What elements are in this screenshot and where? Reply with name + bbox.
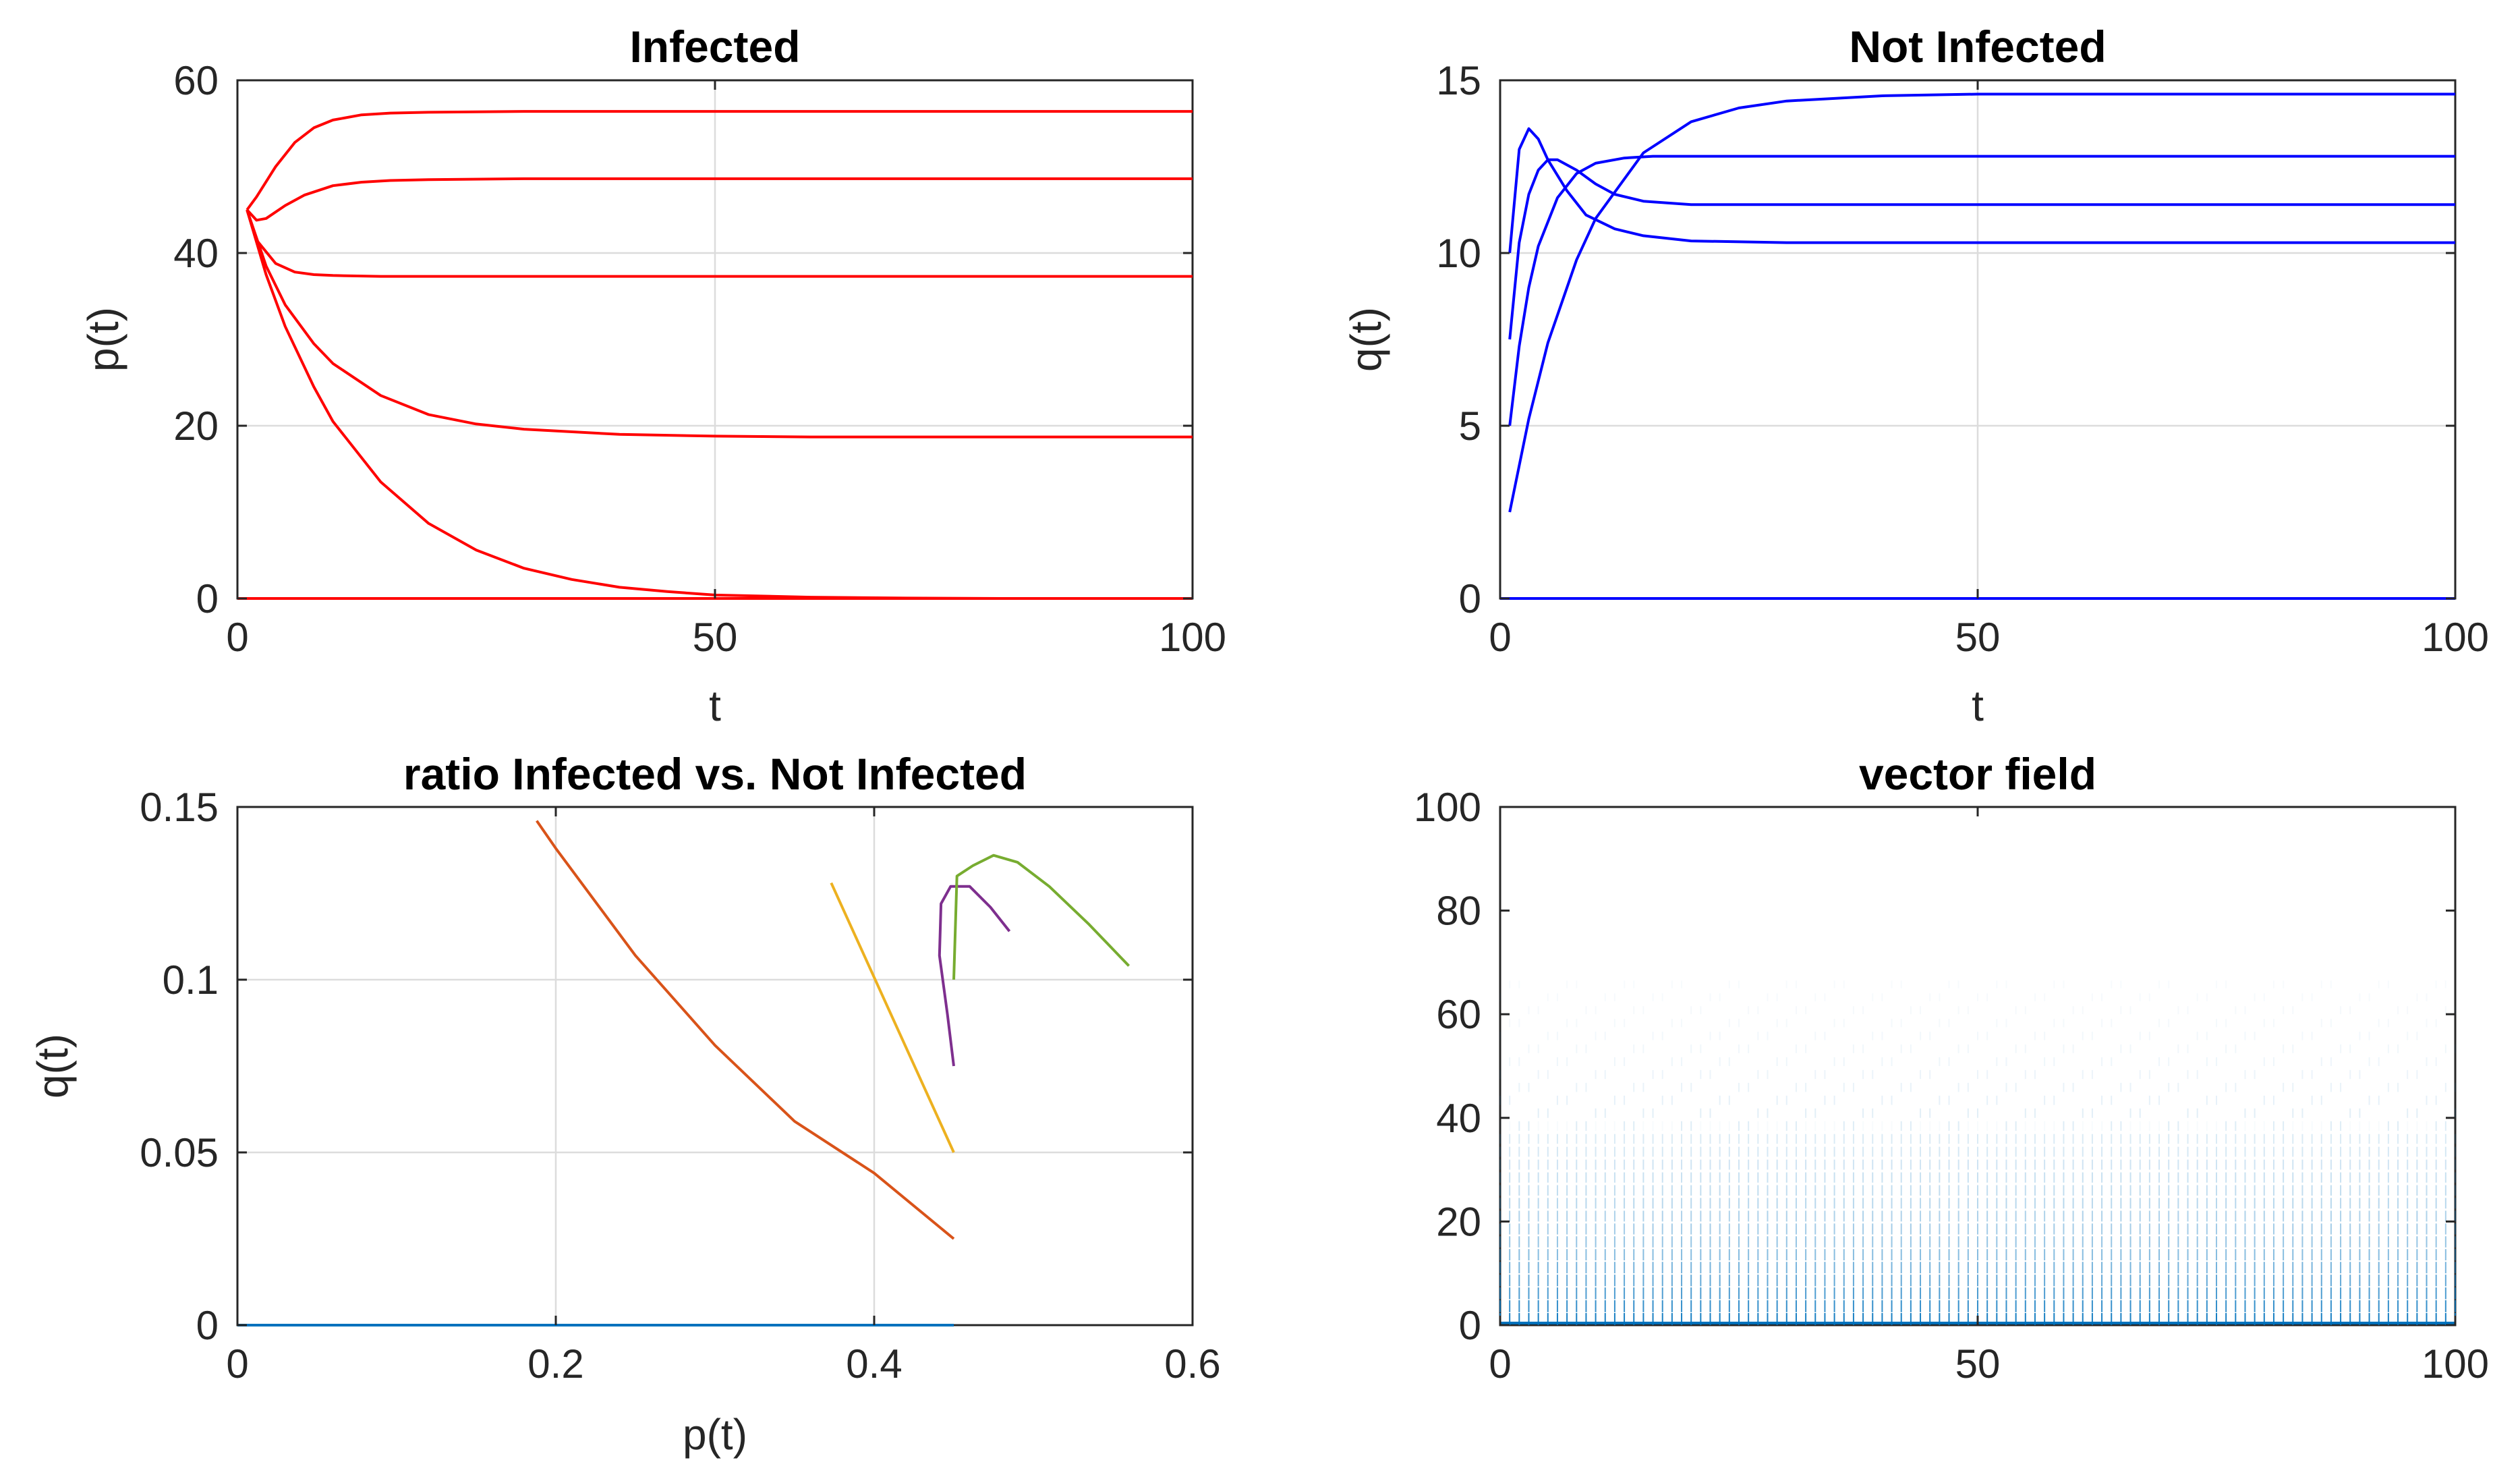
x-tick-label: 0.2: [527, 1341, 583, 1387]
y-tick-label: 10: [1436, 231, 1481, 276]
series-group: [237, 820, 1130, 1326]
series-line-q2: [1508, 158, 2455, 340]
x-tick-label: 0: [226, 1341, 248, 1387]
tick-labels: 0 50 100 0 20 40 60 80 100: [1414, 785, 2489, 1387]
series-line-r2: [536, 820, 955, 1240]
chart-not-infected: 0 50 100 0 5 10 15 Not Infected t q(t): [1342, 22, 2489, 730]
series-line-r5: [952, 854, 1130, 980]
series-line-r3: [830, 882, 955, 1153]
chart-title: ratio Infected vs. Not Infected: [403, 749, 1027, 799]
chart-infected: 0 50 100 0 20 40 60 Infected t p(t): [79, 22, 1226, 730]
x-tick-label: 100: [2422, 1341, 2489, 1387]
series-line-q4: [1508, 92, 2455, 513]
x-tick-label: 0.4: [846, 1341, 902, 1387]
series-line-p2: [246, 177, 1193, 222]
x-axis-label: p(t): [683, 1410, 747, 1459]
x-tick-label: 50: [693, 615, 738, 660]
y-axis-label: p(t): [79, 307, 127, 372]
x-tick-label: 50: [1955, 615, 2001, 660]
chart-title: Not Infected: [1849, 22, 2106, 72]
series-line-q1: [1508, 127, 2455, 254]
y-tick-label: 0.1: [163, 957, 219, 1003]
y-tick-label: 5: [1459, 403, 1481, 449]
series-line-q3: [1508, 155, 2455, 426]
chart-ratio: 0 0.2 0.4 0.6 0 0.05 0.1 0.15 ratio Infected vs…: [28, 749, 1221, 1459]
grid: [237, 807, 1193, 1325]
y-tick-label: 0.05: [140, 1130, 219, 1175]
series-line-p4: [246, 209, 1193, 439]
series-line-p1: [246, 110, 1193, 211]
chart-vector-field: 0 50 100 0 20 40 60 80 100 vector field: [1414, 749, 2489, 1387]
y-tick-label: 15: [1436, 58, 1481, 103]
y-tick-label: 20: [173, 403, 219, 449]
tick-labels: 0 0.2 0.4 0.6 0 0.05 0.1 0.15: [140, 785, 1220, 1387]
x-tick-label: 0.6: [1164, 1341, 1220, 1387]
y-tick-label: 0: [1459, 576, 1481, 621]
x-axis-label: t: [709, 681, 721, 730]
y-tick-label: 20: [1436, 1199, 1481, 1244]
x-tick-label: 100: [1159, 615, 1226, 660]
y-tick-label: 60: [173, 58, 219, 103]
plot-area: [236, 806, 1194, 1326]
x-tick-label: 0: [1489, 615, 1511, 660]
y-tick-label: 40: [173, 231, 219, 276]
series-line-r4: [938, 885, 1011, 1067]
y-tick-label: 0: [196, 576, 219, 621]
y-axis-label: q(t): [28, 1034, 77, 1098]
x-tick-label: 0: [1489, 1341, 1511, 1387]
x-tick-label: 50: [1955, 1341, 2001, 1387]
y-tick-label: 0.15: [140, 785, 219, 830]
x-axis-label: t: [1972, 681, 1984, 730]
grid: [237, 80, 1193, 598]
tick-labels: 0 50 100 0 20 40 60: [173, 58, 1226, 660]
y-tick-label: 0: [196, 1303, 219, 1348]
y-tick-label: 60: [1436, 992, 1481, 1037]
x-tick-label: 0: [226, 615, 248, 660]
chart-title: Infected: [629, 22, 800, 72]
series-line-p3: [246, 209, 1193, 278]
y-axis-label: q(t): [1342, 307, 1390, 372]
y-tick-label: 100: [1414, 785, 1481, 830]
tick-labels: 0 50 100 0 5 10 15: [1436, 58, 2489, 660]
y-tick-label: 0: [1459, 1303, 1481, 1348]
chart-title: vector field: [1859, 749, 2096, 799]
grid: [1500, 80, 2455, 598]
y-tick-label: 80: [1436, 889, 1481, 934]
x-tick-label: 100: [2422, 615, 2489, 660]
y-tick-label: 40: [1436, 1096, 1481, 1141]
